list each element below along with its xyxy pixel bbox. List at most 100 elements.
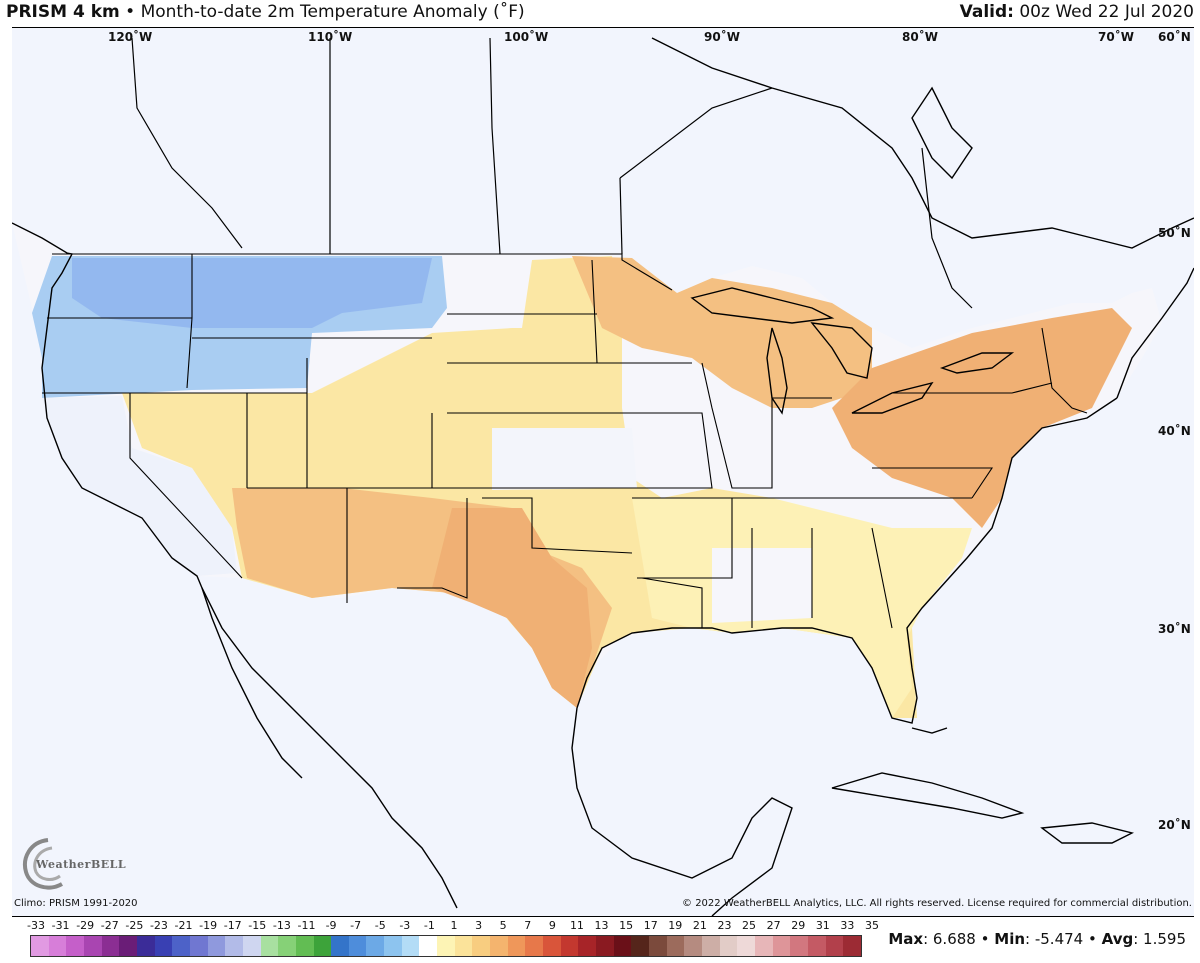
logo-swirl-icon xyxy=(23,838,63,890)
ca-nv xyxy=(129,393,243,579)
anomaly-cold-strong xyxy=(72,258,432,328)
valid-time: Valid: 00z Wed 22 Jul 2020 xyxy=(960,2,1194,22)
hudson-bay xyxy=(651,37,1194,249)
baja xyxy=(201,587,303,779)
colorbar-swatch xyxy=(242,936,261,956)
pacific-coast xyxy=(12,222,458,909)
colorbar-swatch xyxy=(260,936,279,956)
colorbar-swatch xyxy=(189,936,208,956)
colorbar-swatch xyxy=(225,936,243,956)
colorbar-swatch xyxy=(83,936,102,956)
colorbar-tick-label: -23 xyxy=(149,919,168,932)
stat-min-label: Min xyxy=(994,930,1026,948)
stat-min-value: -5.474 xyxy=(1034,930,1084,948)
anomaly-neutral-gulf xyxy=(712,548,812,623)
great-lakes-ontario xyxy=(939,352,1015,374)
colorbar-swatch xyxy=(31,936,49,956)
colorbar-swatch xyxy=(384,936,402,956)
hispaniola xyxy=(1040,822,1135,844)
colorbar-tick-label: -33 xyxy=(27,919,45,932)
anomaly-neutral-plains xyxy=(452,258,532,328)
lon-label-100w: 100˚W xyxy=(504,30,549,44)
colorbar-tick-label: 17 xyxy=(643,919,658,932)
stat-avg-label: Avg xyxy=(1101,930,1134,948)
valid-value: 00z Wed 22 Jul 2020 xyxy=(1019,2,1194,22)
mo-border xyxy=(617,412,713,489)
colorbar-swatch xyxy=(807,936,826,956)
il-in-oh xyxy=(701,362,832,489)
colorbar-swatch xyxy=(596,936,614,956)
anomaly-warm-upper-midwest xyxy=(572,256,872,408)
colorbar-ticks: -33 -31 -29 -27 -25 -23 -21 -19 -17 -15 -13 -11 -9 -7… xyxy=(14,919,879,933)
colorbar-swatch xyxy=(737,936,755,956)
colorbar-tick-label: -7 xyxy=(350,919,362,932)
colorbar-tick-label: -25 xyxy=(125,919,144,932)
colorbar-tick-label: -19 xyxy=(199,919,218,932)
florida-keys xyxy=(911,727,948,734)
colorbar-swatch xyxy=(136,936,155,956)
bc-alberta xyxy=(131,37,243,249)
map-svg xyxy=(12,37,1194,916)
anomaly-neutral-california xyxy=(42,396,237,576)
canada-borders xyxy=(131,37,973,309)
colorbar-tick-label: 19 xyxy=(668,919,683,932)
colorbar-swatch xyxy=(119,936,137,956)
weatherbell-logo: WeatherBELL xyxy=(18,836,128,894)
colorbar-swatch xyxy=(437,936,455,956)
state-borders xyxy=(42,253,1088,629)
colorbar-tick-label: -15 xyxy=(248,919,267,932)
lat-label-40n: 40˚N xyxy=(1158,424,1191,438)
id-border xyxy=(186,254,193,389)
colorbar-tick-label: -1 xyxy=(423,919,435,932)
header-bar: PRISM 4 km • Month-to-date 2m Temperatur… xyxy=(0,0,1200,26)
copyright-credit: © 2022 WeatherBELL Analytics, LLC. All r… xyxy=(682,898,1192,909)
stats-summary: Max: 6.688 • Min: -5.474 • Avg: 1.595 xyxy=(888,930,1186,948)
stat-sep-1: • xyxy=(980,930,990,948)
colorbar-swatch xyxy=(701,936,720,956)
map-title: PRISM 4 km • Month-to-date 2m Temperatur… xyxy=(6,2,525,22)
title-separator: • xyxy=(125,2,136,22)
product-name: PRISM 4 km xyxy=(6,2,120,22)
stat-max-value: 6.688 xyxy=(932,930,976,948)
anomaly-warm-northeast xyxy=(832,308,1132,528)
colorbar-tick-label: 23 xyxy=(717,919,732,932)
colorbar-tick-label: -31 xyxy=(51,919,70,932)
mexico-coast xyxy=(571,707,793,916)
colorbar-swatch xyxy=(631,936,649,956)
valid-label: Valid: xyxy=(959,2,1014,22)
climo-credit: Climo: PRISM 1991-2020 xyxy=(14,898,138,909)
colorbar-tick-label: -21 xyxy=(174,919,193,932)
colorbar-swatch xyxy=(578,936,596,956)
colorbar-swatch xyxy=(490,936,508,956)
tx-nm xyxy=(397,498,468,599)
colorbar-swatch xyxy=(172,936,190,956)
colorbar-tick-label: 7 xyxy=(524,919,532,932)
colorbar-tick-label: -5 xyxy=(374,919,386,932)
lon-label-90w: 90˚W xyxy=(704,30,740,44)
colorbar-swatch xyxy=(101,936,120,956)
colorbar-tick-label: 35 xyxy=(865,919,879,932)
colorbar-swatch xyxy=(613,936,632,956)
colorbar-swatch xyxy=(560,936,579,956)
pa-ny xyxy=(892,382,1053,394)
va-nc xyxy=(872,467,994,499)
lat-label-30n: 30˚N xyxy=(1158,622,1191,636)
us-canada-border xyxy=(52,253,673,291)
lon-label-110w: 110˚W xyxy=(308,30,353,44)
colorbar-tick-label: -29 xyxy=(76,919,95,932)
quebec-ontario xyxy=(921,147,973,309)
colorbar-tick-label: -17 xyxy=(223,919,242,932)
colorbar-tick-label: 33 xyxy=(840,919,855,932)
stat-sep-2: • xyxy=(1087,930,1097,948)
lon-label-70w: 70˚W xyxy=(1098,30,1134,44)
colorbar-tick-label: 9 xyxy=(548,919,556,932)
lon-label-120w: 120˚W xyxy=(108,30,153,44)
map-panel[interactable]: 120˚W 110˚W 100˚W 90˚W 80˚W 70˚W 60˚N 50… xyxy=(12,27,1194,917)
ontario-north xyxy=(619,87,773,179)
lat-label-60n: 60˚N xyxy=(1158,30,1191,44)
colorbar-tick-label: 3 xyxy=(475,919,483,932)
colorbar-swatch xyxy=(419,936,438,956)
logo-text: WeatherBELL xyxy=(36,858,127,871)
colorbar-swatch xyxy=(366,936,385,956)
colorbar-tick-label: 31 xyxy=(815,919,830,932)
